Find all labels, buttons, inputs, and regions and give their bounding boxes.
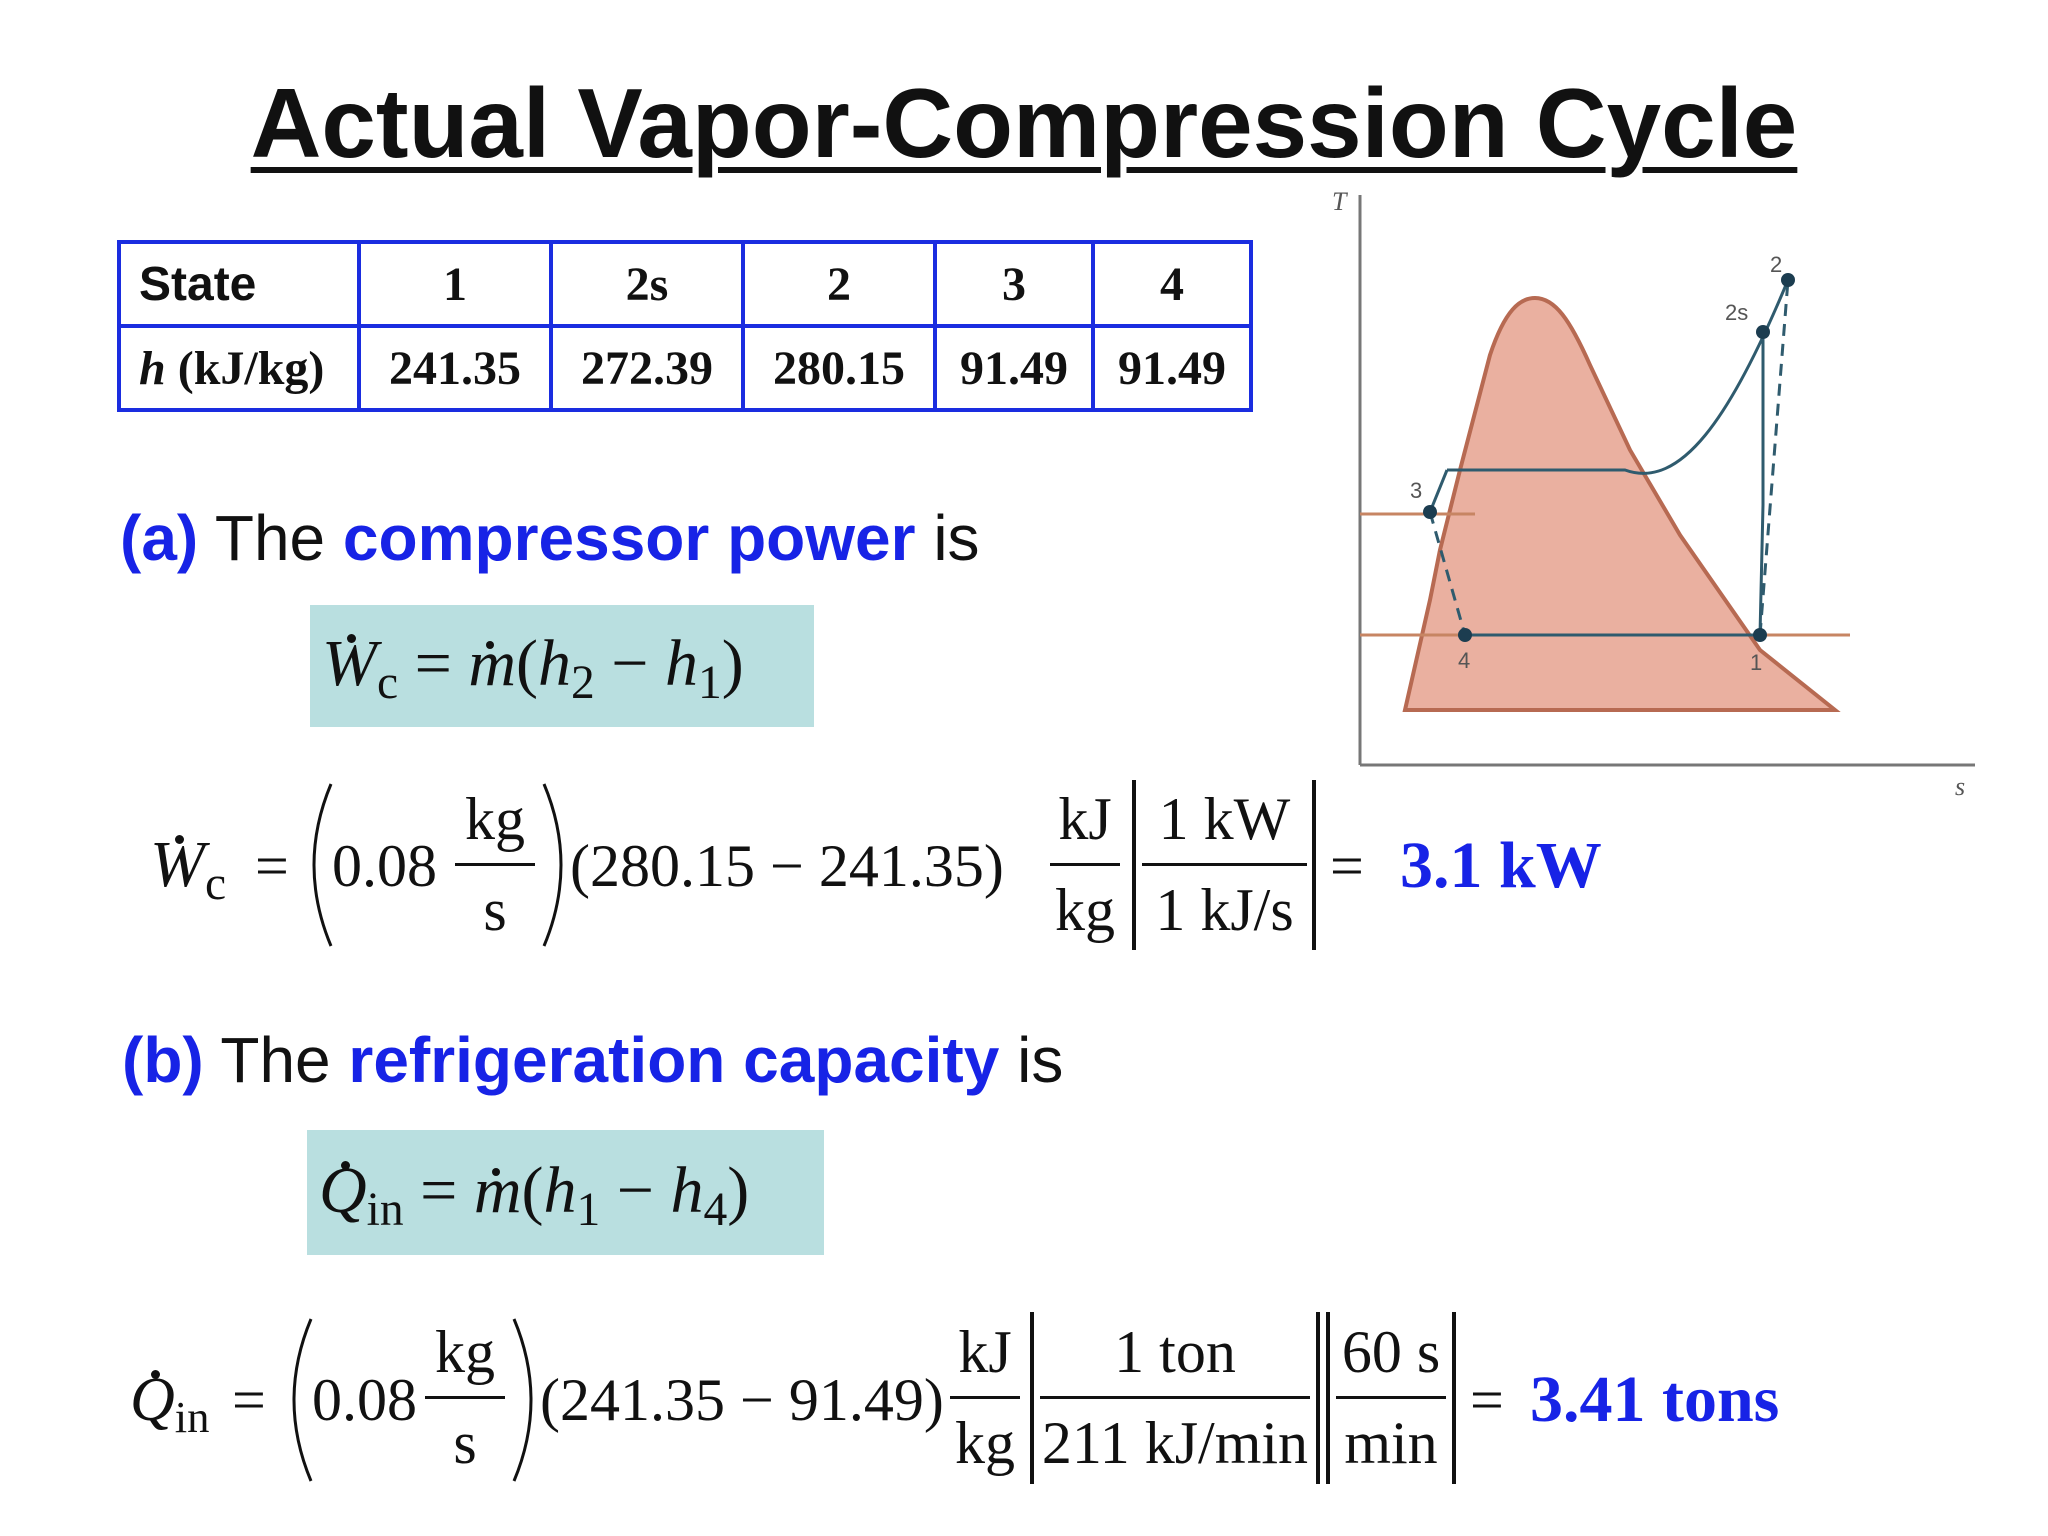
calc-a-mass-flow: 0.08 — [332, 833, 437, 899]
calc-b-equals-2: = — [1470, 1367, 1504, 1433]
enthalpy-unit: (kJ/kg) — [177, 341, 325, 395]
table-cell: 91.49 — [933, 324, 1095, 412]
calc-a-lhs: Wc — [150, 828, 227, 911]
calc-a-equals-2: = — [1330, 833, 1364, 899]
calc-a-equals-1: = — [255, 833, 289, 899]
calc-b-unit: kJ kg — [950, 1318, 1020, 1478]
q-dot-symbol: Q — [319, 1154, 367, 1227]
m-dot-symbol: m — [473, 1154, 522, 1227]
state-table: State 1 2s 2 3 4 h (kJ/kg) 241.35 272.39… — [117, 240, 1253, 412]
refrigeration-capacity-result: 3.41 tons — [1530, 1363, 1780, 1436]
conversion-bar — [1312, 780, 1316, 950]
page-title: Actual Vapor-Compression Cycle — [250, 68, 1798, 178]
table-cell: 1 — [357, 240, 553, 328]
state-point-2s — [1756, 325, 1770, 339]
table-cell: 241.35 — [357, 324, 553, 412]
point-label-2: 2 — [1770, 252, 1782, 277]
refrigeration-capacity-formula: Qin = m(h1 − h4) — [319, 1154, 750, 1237]
table-cell: 4 — [1091, 240, 1253, 328]
calc-b-conversion-ton: 1 ton 211 kJ/min — [1040, 1319, 1310, 1476]
conversion-bar — [1316, 1312, 1320, 1484]
ts-diagram: T s 1 2s 2 3 4 — [1332, 187, 1975, 800]
part-a-pre: The — [214, 502, 326, 574]
refrigeration-capacity-formula-box: Qin = m(h1 − h4) — [307, 1130, 824, 1255]
left-paren — [292, 1318, 313, 1482]
conversion-bar — [1452, 1312, 1456, 1484]
calc-b-mass-flow: 0.08 — [312, 1367, 417, 1433]
compressor-power-formula-box: Wc = m(h2 − h1) — [310, 605, 814, 727]
state-point-2 — [1781, 273, 1795, 287]
part-a-heading: (a) The compressor power is — [120, 500, 980, 576]
part-b-post: is — [1017, 1024, 1064, 1096]
part-b-heading: (b) The refrigeration capacity is — [122, 1022, 1063, 1098]
w-dot-symbol: W — [150, 828, 205, 901]
q-dot-symbol: Q — [130, 1366, 175, 1434]
conversion-bar — [1030, 1312, 1034, 1484]
calc-b-conversion-time: 60 s min — [1336, 1318, 1446, 1478]
enthalpy-symbol: h — [139, 341, 166, 395]
right-paren — [542, 783, 563, 947]
state-point-1 — [1753, 628, 1767, 642]
calc-b-lhs: Qin — [130, 1366, 210, 1443]
table-cell: 280.15 — [741, 324, 937, 412]
table-row: h (kJ/kg) 241.35 272.39 280.15 91.49 91.… — [117, 324, 1253, 412]
s-axis-label: s — [1955, 772, 1965, 800]
m-dot-symbol: m — [468, 627, 516, 700]
point-label-3: 3 — [1410, 478, 1422, 503]
compressor-power-result: 3.1 kW — [1400, 829, 1602, 902]
actual-process-dashed — [1428, 279, 1790, 636]
conversion-bar — [1132, 780, 1136, 950]
calc-b-mass-unit: kg s — [425, 1318, 505, 1478]
calc-a-difference: (280.15 − 241.35) — [570, 833, 1004, 899]
enthalpy-header-cell: h (kJ/kg) — [117, 324, 361, 412]
table-cell: 3 — [933, 240, 1095, 328]
table-cell: 2s — [549, 240, 745, 328]
calc-a-unit: kJ kg — [1050, 785, 1120, 945]
state-point-4 — [1458, 628, 1472, 642]
compressor-power-formula: Wc = m(h2 − h1) — [322, 627, 744, 710]
left-paren — [312, 783, 333, 947]
table-cell: 91.49 — [1091, 324, 1253, 412]
point-label-1: 1 — [1750, 650, 1762, 675]
part-b-pre: The — [220, 1024, 331, 1096]
calc-a-mass-unit: kg s — [455, 785, 535, 945]
t-axis-label: T — [1332, 187, 1348, 216]
w-dot-symbol: W — [322, 627, 377, 700]
conversion-bar — [1326, 1312, 1330, 1484]
point-label-2s: 2s — [1725, 300, 1748, 325]
table-cell: 272.39 — [549, 324, 745, 412]
state-point-3 — [1423, 505, 1437, 519]
part-a-highlight: compressor power — [342, 502, 916, 574]
part-b-highlight: refrigeration capacity — [348, 1024, 1000, 1096]
calc-a-conversion: 1 kW 1 kJ/s — [1142, 785, 1307, 945]
vapor-dome — [1402, 295, 1841, 712]
table-row: State 1 2s 2 3 4 — [117, 240, 1253, 328]
point-label-4: 4 — [1458, 648, 1470, 673]
state-header-cell: State — [117, 240, 361, 328]
part-a-letter: (a) — [120, 502, 199, 574]
part-b-letter: (b) — [122, 1024, 204, 1096]
right-paren — [512, 1318, 533, 1482]
table-cell: 2 — [741, 240, 937, 328]
calc-b-difference: (241.35 − 91.49) — [540, 1367, 944, 1433]
calc-b-equals-1: = — [232, 1367, 266, 1433]
part-a-post: is — [933, 502, 980, 574]
